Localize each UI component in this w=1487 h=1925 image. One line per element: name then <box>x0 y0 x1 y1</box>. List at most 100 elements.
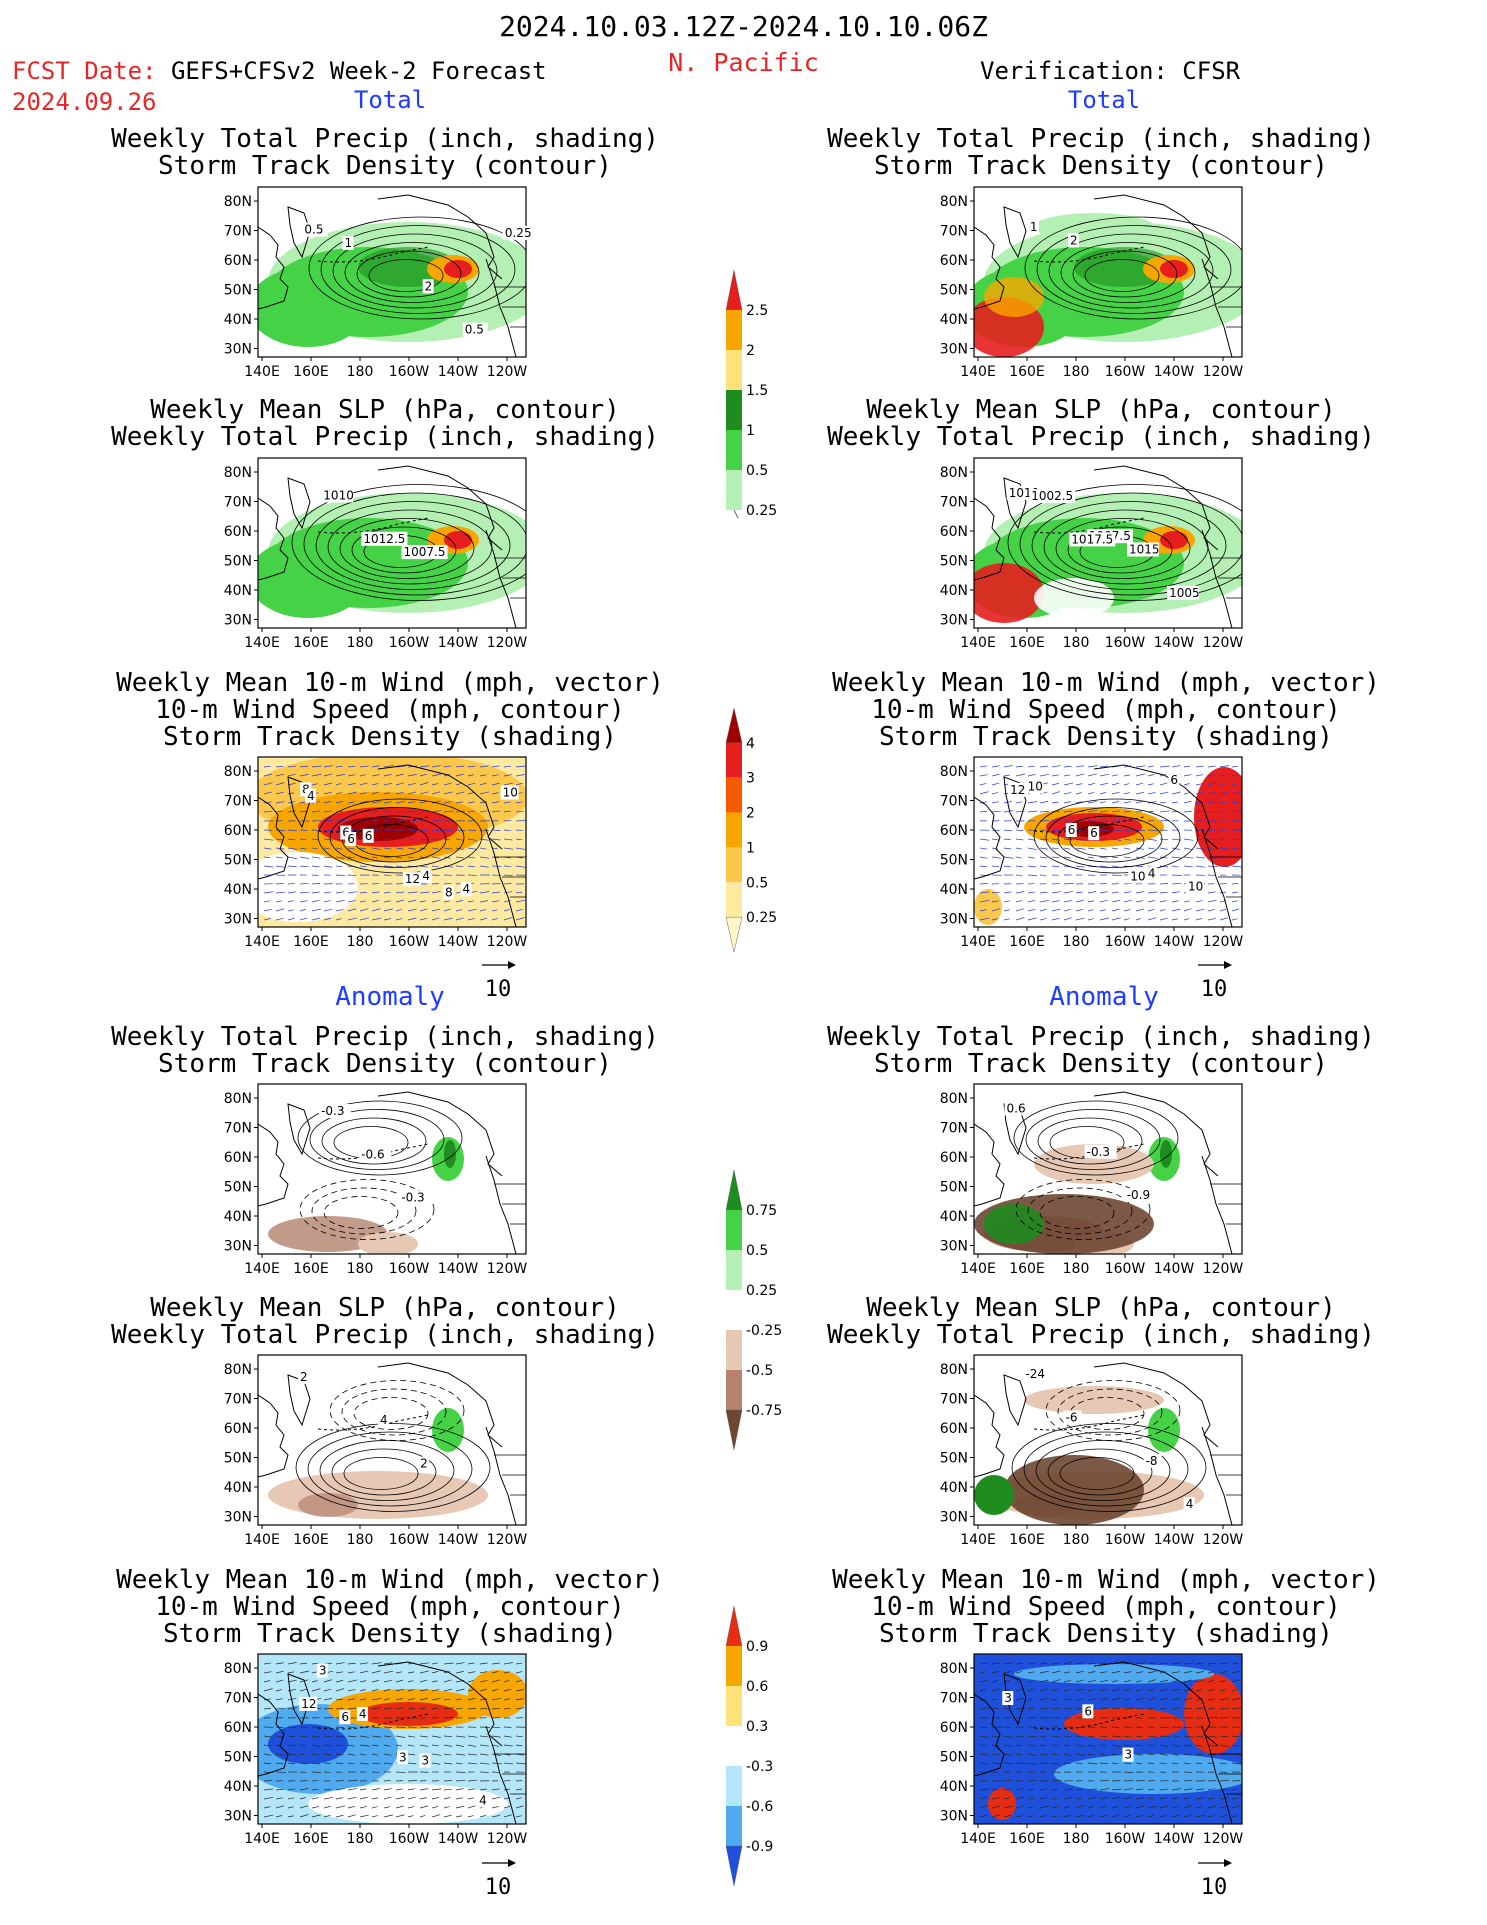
lat-tick-label: 40N <box>940 1480 968 1496</box>
colorbar-label: 1.5 <box>746 383 768 399</box>
title-obs-total-slp: Weekly Mean SLP (hPa, contour) Weekly To… <box>806 397 1396 451</box>
lat-tick-label: 40N <box>940 882 968 898</box>
lon-tick-label: 180 <box>1063 364 1090 380</box>
lon-tick-label: 140W <box>438 364 479 380</box>
lon-tick-label: 120W <box>487 1532 528 1548</box>
contour-label: -8 <box>1146 1454 1158 1468</box>
lon-tick-label: 160W <box>389 1532 430 1548</box>
lat-tick-label: 80N <box>224 465 252 481</box>
lon-tick-label: 180 <box>347 934 374 950</box>
title-line: Weekly Total Precip (inch, shading) <box>111 422 659 452</box>
map-svg: 80N 70N 60N 50N 40N 30N 140E 160E 180 160W 140W 120… <box>224 1354 528 1548</box>
lat-tick-label: 40N <box>224 312 252 328</box>
contour-label: 6 <box>365 829 373 843</box>
lat-tick-label: 40N <box>224 1209 252 1225</box>
lat-tick-label: 70N <box>224 224 252 240</box>
contour-label: -0.3 <box>1087 1145 1110 1159</box>
contour-label: 4 <box>307 789 315 803</box>
lat-tick-label: 30N <box>224 1239 252 1255</box>
lat-tick-label: 40N <box>224 1779 252 1795</box>
lat-tick-label: 50N <box>224 1180 252 1196</box>
lat-tick-label: 30N <box>940 342 968 358</box>
contour-label: -0.3 <box>401 1191 424 1205</box>
lon-tick-label: 140E <box>960 1532 996 1548</box>
lon-tick-label: 160E <box>293 934 329 950</box>
colorbar-label: 0.3 <box>746 1719 768 1735</box>
lat-tick-label: 70N <box>940 1392 968 1408</box>
lat-tick-label: 80N <box>940 194 968 210</box>
contour-label: 10 <box>1028 780 1043 794</box>
vector-reference: 10 <box>1194 1850 1234 1900</box>
colorbar-label: 0.25 <box>746 910 777 926</box>
contour-label: 10 <box>503 786 518 800</box>
lat-tick-label: 50N <box>224 1451 252 1467</box>
contour-label: 0.5 <box>465 323 484 337</box>
title-line: Weekly Mean 10-m Wind (mph, vector) <box>832 1565 1380 1595</box>
contour-label: 1017.5 <box>1071 532 1113 546</box>
colorbar-label: -0.3 <box>746 1759 773 1775</box>
contour-label: -6 <box>1065 1411 1077 1425</box>
title-obs-anom-slp: Weekly Mean SLP (hPa, contour) Weekly To… <box>806 1295 1396 1349</box>
map-panel-fcst-total-wind: 80N 70N 60N 50N 40N 30N 140E 160E 180 160W 140W 120… <box>206 747 534 953</box>
lat-tick-label: 80N <box>224 1362 252 1378</box>
title-line: Weekly Total Precip (inch, shading) <box>111 1022 659 1052</box>
contour-label: 4 <box>422 869 430 883</box>
title-fcst-anom-wind: Weekly Mean 10-m Wind (mph, vector) 10-m… <box>80 1567 700 1648</box>
lat-tick-label: 50N <box>224 283 252 299</box>
lon-tick-label: 120W <box>487 635 528 651</box>
contour-label: 6 <box>341 1710 349 1724</box>
contour-label: -0.6 <box>361 1147 384 1161</box>
lat-tick-label: 40N <box>940 1209 968 1225</box>
lat-tick-label: 50N <box>940 1750 968 1766</box>
contour-label: 1012.5 <box>363 532 405 546</box>
lat-tick-label: 70N <box>940 224 968 240</box>
contour-label: 4 <box>1186 1497 1194 1511</box>
map-panel-obs-total-slp: 80N 70N 60N 50N 40N 30N 140E 160E 180 160W 140W 120… <box>922 448 1250 654</box>
vector-reference: 10 <box>478 1850 518 1900</box>
colorbar-label: 0.5 <box>746 1243 768 1259</box>
lat-tick-label: 40N <box>940 1779 968 1795</box>
title-line: Weekly Mean 10-m Wind (mph, vector) <box>832 668 1380 698</box>
title-line: Weekly Total Precip (inch, shading) <box>827 124 1375 154</box>
lat-tick-label: 30N <box>940 912 968 928</box>
contour-label: 3 <box>1004 1691 1012 1705</box>
lon-tick-label: 180 <box>347 1831 374 1847</box>
title-line: Weekly Total Precip (inch, shading) <box>111 124 659 154</box>
title-line: Storm Track Density (contour) <box>874 151 1328 181</box>
lat-tick-label: 60N <box>224 1421 252 1437</box>
contour-label: 6 <box>1068 823 1076 837</box>
lon-tick-label: 140E <box>960 635 996 651</box>
colorbar-label: 3 <box>746 771 755 787</box>
lat-tick-label: 80N <box>224 1091 252 1107</box>
lon-tick-label: 140W <box>1154 1261 1195 1277</box>
colorbar-label: 0.6 <box>746 1679 768 1695</box>
title-line: Weekly Mean SLP (hPa, contour) <box>150 395 620 425</box>
map-panel-obs-total-precip: 80N 70N 60N 50N 40N 30N 140E 160E 180 160W 140W 120… <box>922 177 1250 383</box>
lon-tick-label: 160E <box>1009 1831 1045 1847</box>
colorbar-label: 2 <box>746 343 755 359</box>
lat-tick-label: 40N <box>940 312 968 328</box>
section-anomaly-left: Anomaly <box>335 982 445 1012</box>
map-panel-fcst-total-slp: 80N 70N 60N 50N 40N 30N 140E 160E 180 160W 140W 120… <box>206 448 534 654</box>
title-fcst-total-wind: Weekly Mean 10-m Wind (mph, vector) 10-m… <box>80 670 700 751</box>
lat-tick-label: 50N <box>224 853 252 869</box>
lon-tick-label: 160W <box>389 635 430 651</box>
lon-tick-label: 140W <box>1154 934 1195 950</box>
contour-label: 0.6 <box>1007 1101 1026 1115</box>
lon-tick-label: 140E <box>960 1831 996 1847</box>
lon-tick-label: 120W <box>1203 934 1244 950</box>
colorbar-label: 2 <box>746 806 755 822</box>
vector-reference-label: 10 <box>484 977 512 1002</box>
colorbar-precip_anom: 0.75 0.5 0.25 -0.25 -0.5 -0.75 <box>718 1169 798 1464</box>
contour-label: 10 <box>1188 880 1203 894</box>
contour-label: 4 <box>359 1707 367 1721</box>
colorbar-storm_anom: 0.9 0.6 0.3 -0.3 -0.6 -0.9 <box>718 1605 798 1900</box>
lon-tick-label: 180 <box>347 635 374 651</box>
contour-label: 12 <box>405 872 420 886</box>
lon-tick-label: 180 <box>1063 1831 1090 1847</box>
vector-reference-label: 10 <box>1200 977 1228 1002</box>
lon-tick-label: 140W <box>438 1831 479 1847</box>
lat-tick-label: 80N <box>224 194 252 210</box>
vector-reference-label: 10 <box>1200 1875 1228 1900</box>
lat-tick-label: 80N <box>940 1362 968 1378</box>
